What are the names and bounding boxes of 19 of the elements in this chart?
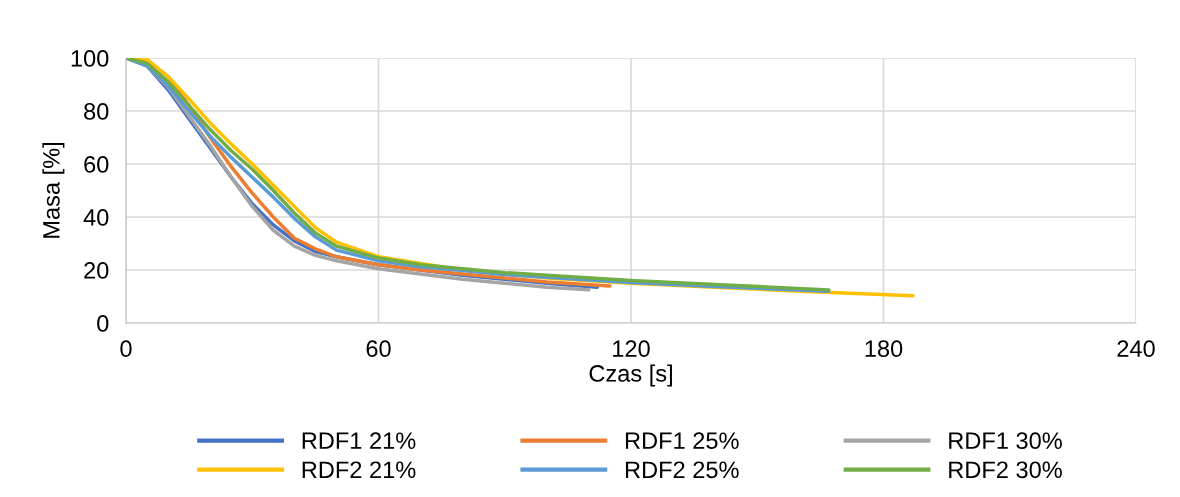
x-tick-label: 180: [865, 340, 903, 358]
legend-label: RDF1 25%: [625, 432, 739, 450]
x-tick-label: 0: [120, 340, 132, 358]
legend-label: RDF2 30%: [949, 461, 1062, 479]
x-tick-label: 60: [366, 340, 391, 358]
y-tick-label: 80: [84, 103, 109, 120]
x-tick-label: 120: [613, 340, 650, 358]
y-tick-label: 60: [84, 156, 109, 173]
legend-label: RDF2 25%: [625, 461, 739, 479]
y-tick-label: 40: [83, 209, 109, 226]
y-tick-label: 100: [71, 50, 109, 67]
legend-label: RDF2 21%: [302, 461, 416, 479]
y-tick-label: 20: [84, 262, 109, 279]
y-axis-title: Masa [%]: [42, 142, 65, 238]
y-tick-label: 0: [97, 315, 109, 332]
legend-label: RDF1 30%: [949, 432, 1062, 450]
legend-label: RDF1 21%: [302, 432, 416, 449]
x-axis-title: Czas [s]: [589, 364, 672, 387]
x-tick-label: 240: [1117, 340, 1155, 358]
